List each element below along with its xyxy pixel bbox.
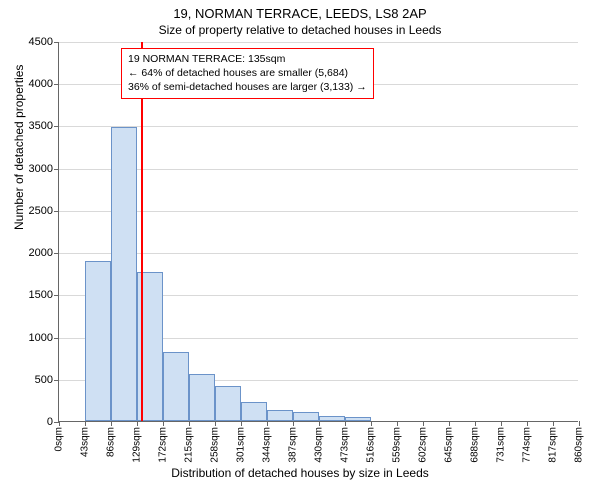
y-axis-label: Number of detached properties [12, 65, 26, 230]
x-tick-mark [163, 421, 164, 426]
x-tick-mark [579, 421, 580, 426]
y-tick-label: 1500 [29, 289, 53, 301]
x-tick-label: 344sqm [262, 427, 273, 463]
x-tick-mark [449, 421, 450, 426]
reference-line [141, 42, 143, 421]
x-tick-label: 387sqm [288, 427, 299, 463]
histogram-bar [163, 352, 189, 421]
x-tick-label: 559sqm [392, 427, 403, 463]
x-tick-mark [319, 421, 320, 426]
chart-title-main: 19, NORMAN TERRACE, LEEDS, LS8 2AP [0, 0, 600, 21]
x-tick-label: 43sqm [80, 427, 91, 457]
y-tick-mark [54, 253, 59, 254]
annotation-line-3: 36% of semi-detached houses are larger (… [128, 80, 367, 94]
x-tick-label: 301sqm [236, 427, 247, 463]
y-tick-label: 3500 [29, 120, 53, 132]
annotation-box: 19 NORMAN TERRACE: 135sqm ← 64% of detac… [121, 48, 374, 99]
x-tick-mark [527, 421, 528, 426]
x-tick-label: 0sqm [54, 427, 65, 451]
y-gridline [59, 42, 578, 43]
y-tick-label: 1000 [29, 332, 53, 344]
y-tick-label: 2500 [29, 205, 53, 217]
x-tick-label: 86sqm [106, 427, 117, 457]
chart-area: 0500100015002000250030003500400045000sqm… [58, 42, 578, 422]
y-tick-mark [54, 42, 59, 43]
histogram-bar [215, 386, 241, 421]
x-tick-mark [59, 421, 60, 426]
x-tick-mark [85, 421, 86, 426]
x-tick-mark [189, 421, 190, 426]
y-tick-label: 500 [35, 374, 53, 386]
x-tick-label: 731sqm [496, 427, 507, 463]
y-tick-mark [54, 84, 59, 85]
x-tick-mark [241, 421, 242, 426]
x-tick-mark [501, 421, 502, 426]
plot-area: 0500100015002000250030003500400045000sqm… [58, 42, 578, 422]
y-tick-mark [54, 211, 59, 212]
y-tick-label: 0 [47, 416, 53, 428]
x-tick-mark [345, 421, 346, 426]
x-tick-label: 258sqm [210, 427, 221, 463]
x-tick-label: 817sqm [548, 427, 559, 463]
y-tick-label: 3000 [29, 163, 53, 175]
x-tick-mark [371, 421, 372, 426]
x-tick-mark [397, 421, 398, 426]
x-tick-label: 516sqm [366, 427, 377, 463]
histogram-bar [85, 261, 111, 421]
y-tick-mark [54, 295, 59, 296]
x-axis-label: Distribution of detached houses by size … [0, 466, 600, 480]
x-tick-label: 602sqm [418, 427, 429, 463]
x-tick-label: 688sqm [470, 427, 481, 463]
annotation-line-2: ← 64% of detached houses are smaller (5,… [128, 66, 367, 80]
x-tick-label: 129sqm [132, 427, 143, 463]
x-tick-label: 215sqm [184, 427, 195, 463]
histogram-bar [319, 416, 345, 421]
x-tick-mark [267, 421, 268, 426]
histogram-bar [345, 417, 371, 421]
histogram-bar [267, 410, 293, 421]
y-tick-mark [54, 338, 59, 339]
x-tick-mark [553, 421, 554, 426]
x-tick-mark [293, 421, 294, 426]
histogram-bar [293, 412, 319, 421]
x-tick-label: 774sqm [522, 427, 533, 463]
y-tick-mark [54, 126, 59, 127]
chart-title-sub: Size of property relative to detached ho… [0, 21, 600, 41]
y-tick-mark [54, 169, 59, 170]
histogram-bar [189, 374, 215, 421]
annotation-line-1: 19 NORMAN TERRACE: 135sqm [128, 52, 367, 66]
x-tick-label: 172sqm [158, 427, 169, 463]
histogram-bar [241, 402, 267, 421]
x-tick-mark [423, 421, 424, 426]
x-tick-mark [475, 421, 476, 426]
histogram-bar [111, 127, 137, 421]
x-tick-label: 860sqm [574, 427, 585, 463]
x-tick-label: 473sqm [340, 427, 351, 463]
x-tick-mark [111, 421, 112, 426]
y-tick-label: 4500 [29, 36, 53, 48]
x-tick-mark [137, 421, 138, 426]
y-tick-mark [54, 380, 59, 381]
x-tick-label: 430sqm [314, 427, 325, 463]
x-tick-label: 645sqm [444, 427, 455, 463]
x-tick-mark [215, 421, 216, 426]
y-tick-label: 4000 [29, 78, 53, 90]
y-tick-label: 2000 [29, 247, 53, 259]
